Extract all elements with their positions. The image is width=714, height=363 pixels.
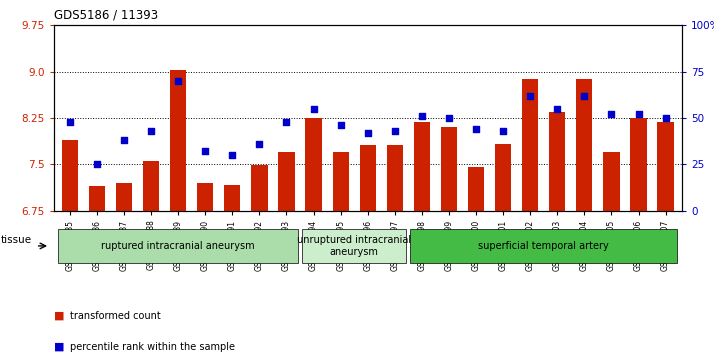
Point	[660, 115, 671, 121]
Bar	[89, 186, 105, 211]
Text: ■: ■	[54, 342, 64, 352]
Text: GDS5186 / 11393: GDS5186 / 11393	[54, 9, 158, 22]
Point	[281, 119, 292, 125]
Text: unruptured intracranial
aneurysm: unruptured intracranial aneurysm	[297, 235, 411, 257]
Text: tissue: tissue	[1, 236, 32, 245]
Bar	[603, 152, 620, 211]
Point	[335, 122, 346, 128]
Bar	[549, 112, 565, 211]
Bar	[495, 144, 511, 211]
Text: ■: ■	[54, 311, 64, 321]
Point	[633, 111, 644, 117]
Point	[498, 128, 509, 134]
Point	[578, 93, 590, 99]
Bar	[522, 79, 538, 211]
Point	[172, 78, 183, 84]
Point	[64, 119, 76, 125]
Point	[605, 111, 617, 117]
Point	[199, 148, 211, 154]
Text: superficial temporal artery: superficial temporal artery	[478, 241, 609, 251]
Bar	[197, 183, 213, 211]
Bar	[143, 161, 159, 211]
Point	[525, 93, 536, 99]
Point	[253, 141, 265, 147]
Bar	[306, 118, 322, 211]
Point	[443, 115, 455, 121]
Point	[552, 106, 563, 112]
Bar	[251, 166, 268, 211]
Bar	[61, 139, 78, 211]
Text: transformed count: transformed count	[70, 311, 161, 321]
Bar	[387, 144, 403, 211]
Point	[119, 137, 130, 143]
Point	[226, 152, 238, 158]
Point	[308, 106, 319, 112]
Point	[416, 113, 428, 119]
Bar	[441, 127, 457, 211]
Bar	[413, 122, 430, 211]
Bar	[658, 122, 674, 211]
Bar	[576, 79, 593, 211]
Bar	[360, 144, 376, 211]
Bar	[468, 167, 484, 211]
Point	[362, 130, 373, 136]
Text: ruptured intracranial aneurysm: ruptured intracranial aneurysm	[101, 241, 255, 251]
Point	[471, 126, 482, 132]
Point	[146, 128, 157, 134]
Point	[389, 128, 401, 134]
Bar	[333, 152, 348, 211]
Point	[91, 161, 103, 167]
Text: percentile rank within the sample: percentile rank within the sample	[70, 342, 235, 352]
Bar	[630, 118, 647, 211]
Bar	[170, 70, 186, 211]
Bar	[116, 183, 132, 211]
Bar	[224, 185, 241, 211]
Bar	[278, 152, 295, 211]
